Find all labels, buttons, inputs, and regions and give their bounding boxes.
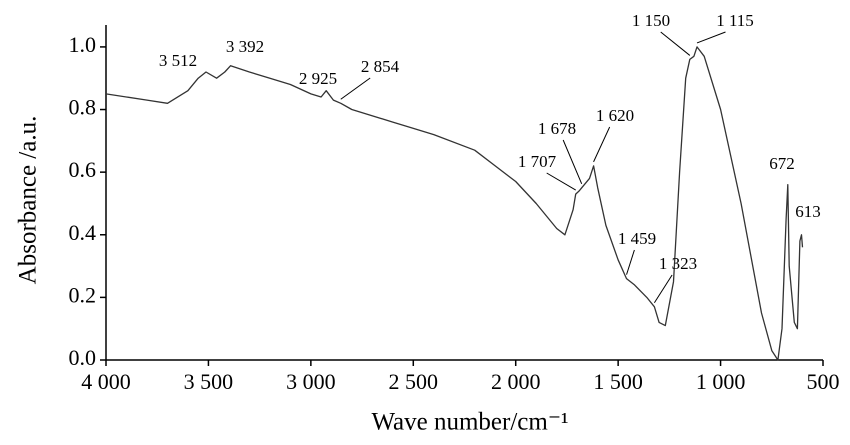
annotation-leader: [626, 249, 635, 275]
x-tick-label: 1 500: [593, 369, 643, 394]
annotation: 613: [795, 202, 821, 221]
x-axis-title: Wave number/cm⁻¹: [371, 409, 568, 436]
x-tick-label: 500: [807, 369, 840, 394]
y-tick-label: 0.8: [69, 95, 97, 120]
x-tick-label: 3 500: [184, 369, 234, 394]
annotation: 1 459: [618, 229, 656, 248]
annotation-leader: [562, 139, 583, 184]
annotation-leader: [696, 31, 726, 44]
x-tick-label: 3 000: [286, 369, 336, 394]
annotation: 3 392: [226, 37, 264, 56]
annotation-leader: [593, 126, 611, 163]
annotation: 2 854: [361, 57, 400, 76]
x-tick-label: 4 000: [81, 369, 131, 394]
annotation: 1 150: [632, 11, 670, 30]
y-tick-label: 0.6: [69, 157, 97, 182]
annotation: 3 512: [159, 51, 197, 70]
y-tick-label: 0.2: [69, 282, 97, 307]
annotation: 672: [769, 154, 795, 173]
y-axis-title: Absorbance /a.u.: [15, 116, 42, 285]
x-tick-label: 2 000: [491, 369, 541, 394]
annotation: 1 678: [538, 119, 576, 138]
annotation-leader: [340, 77, 371, 100]
x-tick-label: 1 000: [696, 369, 746, 394]
annotation-leader: [546, 172, 576, 191]
annotation: 2 925: [299, 69, 337, 88]
annotation-leader: [653, 274, 673, 304]
annotation-leader: [660, 31, 691, 56]
annotation: 1 115: [716, 11, 754, 30]
annotation: 1 323: [659, 254, 697, 273]
annotation: 1 620: [596, 106, 634, 125]
y-tick-label: 0.4: [69, 220, 97, 245]
y-tick-label: 1.0: [69, 32, 97, 57]
x-tick-label: 2 500: [389, 369, 439, 394]
spectrum-line: [105, 46, 804, 361]
y-tick-label: 0.0: [69, 345, 97, 370]
annotation: 1 707: [518, 152, 557, 171]
